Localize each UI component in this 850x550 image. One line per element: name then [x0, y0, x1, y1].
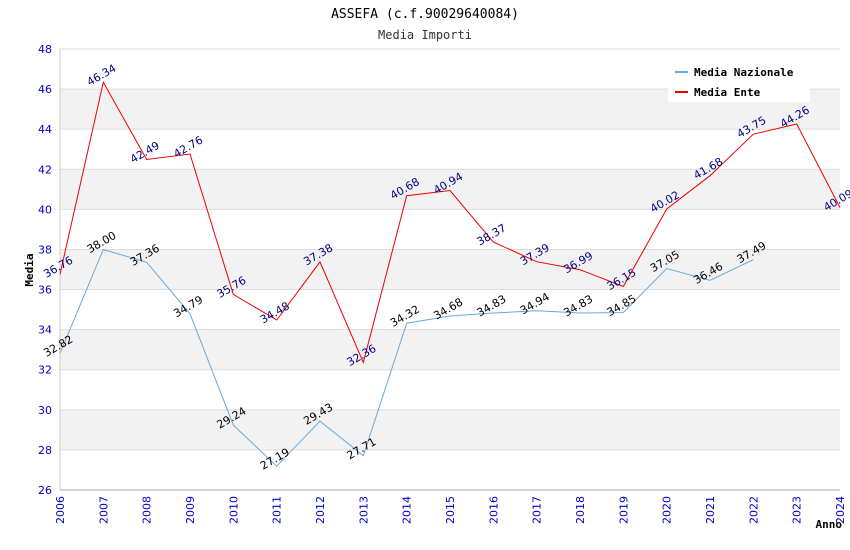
x-tick-label: 2007 [97, 496, 110, 524]
grid-band [60, 209, 840, 250]
x-tick-label: 2020 [661, 496, 674, 524]
x-tick-label: 2016 [487, 496, 500, 524]
x-tick-label: 2008 [141, 496, 154, 524]
x-tick-label: 2014 [401, 496, 414, 524]
grid-band [60, 369, 840, 410]
legend-background [668, 60, 810, 102]
chart-title: ASSEFA (c.f.90029640084) [331, 7, 519, 22]
x-tick-label: 2006 [54, 496, 67, 524]
series-line-media-ente [59, 80, 841, 365]
x-tick-label: 2013 [357, 496, 370, 524]
y-tick-label: 32 [38, 364, 52, 377]
x-tick-label: 2011 [271, 496, 284, 524]
x-tick-label: 2015 [444, 496, 457, 524]
x-tick-label: 2018 [574, 496, 587, 524]
chart-subtitle: Media Importi [378, 28, 472, 42]
y-axis-label: Media [23, 253, 36, 286]
y-tick-label: 26 [38, 484, 52, 497]
x-tick-label: 2023 [791, 496, 804, 524]
x-tick-label: 2019 [617, 496, 630, 524]
x-tick-label: 2012 [314, 496, 327, 524]
grid-band [60, 409, 840, 450]
x-tick-label: 2009 [184, 496, 197, 524]
legend-label-media-nazionale: Media Nazionale [694, 66, 794, 79]
x-tick-label: 2024 [834, 496, 847, 524]
y-tick-label: 30 [38, 404, 52, 417]
y-tick-label: 48 [38, 43, 52, 56]
y-tick-label: 38 [38, 243, 52, 256]
grid-band [60, 289, 840, 330]
grid-band [60, 129, 840, 170]
grid-band [60, 329, 840, 370]
y-tick-label: 34 [38, 324, 52, 337]
legend: Media Nazionale Media Ente [668, 60, 810, 102]
grid-band [60, 249, 840, 290]
x-axis-label: Anno [816, 518, 843, 531]
series-line-media-nazionale [59, 248, 754, 467]
y-tick-label: 42 [38, 163, 52, 176]
x-tick-label: 2021 [704, 496, 717, 524]
y-tick-label: 28 [38, 444, 52, 457]
y-tick-label: 36 [38, 284, 52, 297]
x-tick-label: 2022 [747, 496, 760, 524]
y-tick-label: 40 [38, 203, 52, 216]
legend-label-media-ente: Media Ente [694, 86, 761, 99]
x-tick-label: 2010 [227, 496, 240, 524]
grid-band [60, 449, 840, 490]
y-tick-label: 44 [38, 123, 52, 136]
x-tick-label: 2017 [531, 496, 544, 524]
y-tick-label: 46 [38, 83, 52, 96]
